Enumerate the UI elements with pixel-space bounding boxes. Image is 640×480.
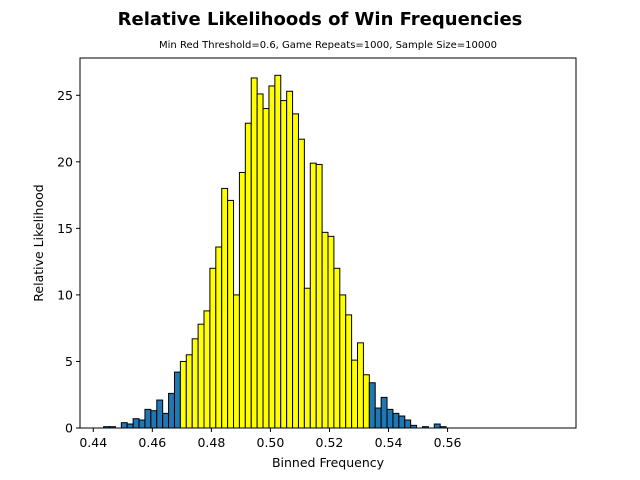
x-tick-label: 0.56 xyxy=(434,435,462,450)
x-tick-label: 0.48 xyxy=(197,435,225,450)
histogram-bar xyxy=(357,342,364,429)
y-tick-label: 20 xyxy=(57,154,73,169)
y-tick-label: 0 xyxy=(65,421,73,436)
y-axis-label: Relative Likelihood xyxy=(31,184,46,301)
histogram-bar xyxy=(138,419,146,429)
x-tick-label: 0.44 xyxy=(79,435,107,450)
histogram-bars xyxy=(103,74,447,429)
chart-title: Relative Likelihoods of Win Frequencies xyxy=(118,9,523,30)
histogram-bar xyxy=(185,354,193,429)
histogram-bar xyxy=(386,408,394,429)
x-axis: 0.44 0.46 0.48 0.50 0.52 0.54 0.56 xyxy=(79,428,462,450)
histogram-bar xyxy=(309,162,317,429)
plot-area-frame xyxy=(79,57,577,429)
histogram-bar xyxy=(351,359,359,429)
y-tick-label: 25 xyxy=(57,88,73,103)
histogram-bar xyxy=(292,113,299,429)
histogram-bar xyxy=(179,360,187,429)
histogram-bar xyxy=(433,423,441,429)
histogram-bar xyxy=(238,171,246,429)
histogram-bar xyxy=(327,235,335,429)
histogram-bar xyxy=(250,77,258,429)
y-tick-label: 15 xyxy=(57,221,73,236)
histogram-bar xyxy=(244,122,252,429)
histogram-bar xyxy=(126,423,134,429)
histogram-bar xyxy=(132,418,140,429)
histogram-bar xyxy=(173,371,181,429)
histogram-bar xyxy=(380,396,388,429)
histogram-bar xyxy=(156,399,164,429)
histogram-bar xyxy=(303,287,311,429)
x-tick-label: 0.54 xyxy=(375,435,403,450)
histogram-bar xyxy=(203,310,211,429)
histogram-bar xyxy=(321,231,329,429)
histogram-bar xyxy=(398,415,406,429)
histogram-bar xyxy=(368,382,376,429)
x-tick-label: 0.50 xyxy=(257,435,285,450)
histogram-bar xyxy=(297,138,305,429)
y-axis: 0 5 10 15 20 25 xyxy=(57,88,80,436)
histogram-bar xyxy=(268,85,276,429)
histogram-bar xyxy=(209,267,217,429)
histogram-bar xyxy=(333,267,341,429)
histogram-bar xyxy=(315,163,323,429)
y-tick-label: 10 xyxy=(57,287,73,302)
histogram-bar xyxy=(280,100,288,429)
histogram-bar xyxy=(144,408,152,429)
histogram-bar xyxy=(256,93,264,429)
histogram-bar xyxy=(150,410,158,429)
histogram-bar xyxy=(404,419,412,429)
chart-subtitle: Min Red Threshold=0.6, Game Repeats=1000… xyxy=(159,40,497,51)
histogram-bar xyxy=(221,187,229,429)
x-axis-label: Binned Frequency xyxy=(272,455,385,470)
histogram-bar xyxy=(339,294,347,429)
histogram-bar xyxy=(191,338,199,429)
histogram-bar xyxy=(274,74,282,429)
histogram-bar xyxy=(286,90,294,429)
histogram-bar xyxy=(374,407,382,429)
histogram-bar xyxy=(120,422,128,429)
histogram-bar xyxy=(362,374,370,429)
y-tick-label: 5 xyxy=(65,354,73,369)
x-tick-label: 0.46 xyxy=(138,435,166,450)
histogram-bar xyxy=(215,246,223,429)
histogram-bar xyxy=(345,314,353,429)
histogram-bar xyxy=(197,323,205,429)
histogram-bar xyxy=(392,412,400,429)
histogram-bar xyxy=(233,294,240,429)
histogram-bar xyxy=(162,412,170,429)
histogram-bar xyxy=(227,199,235,429)
x-tick-label: 0.52 xyxy=(316,435,344,450)
histogram-bar xyxy=(262,108,270,429)
histogram-bar xyxy=(168,392,175,429)
